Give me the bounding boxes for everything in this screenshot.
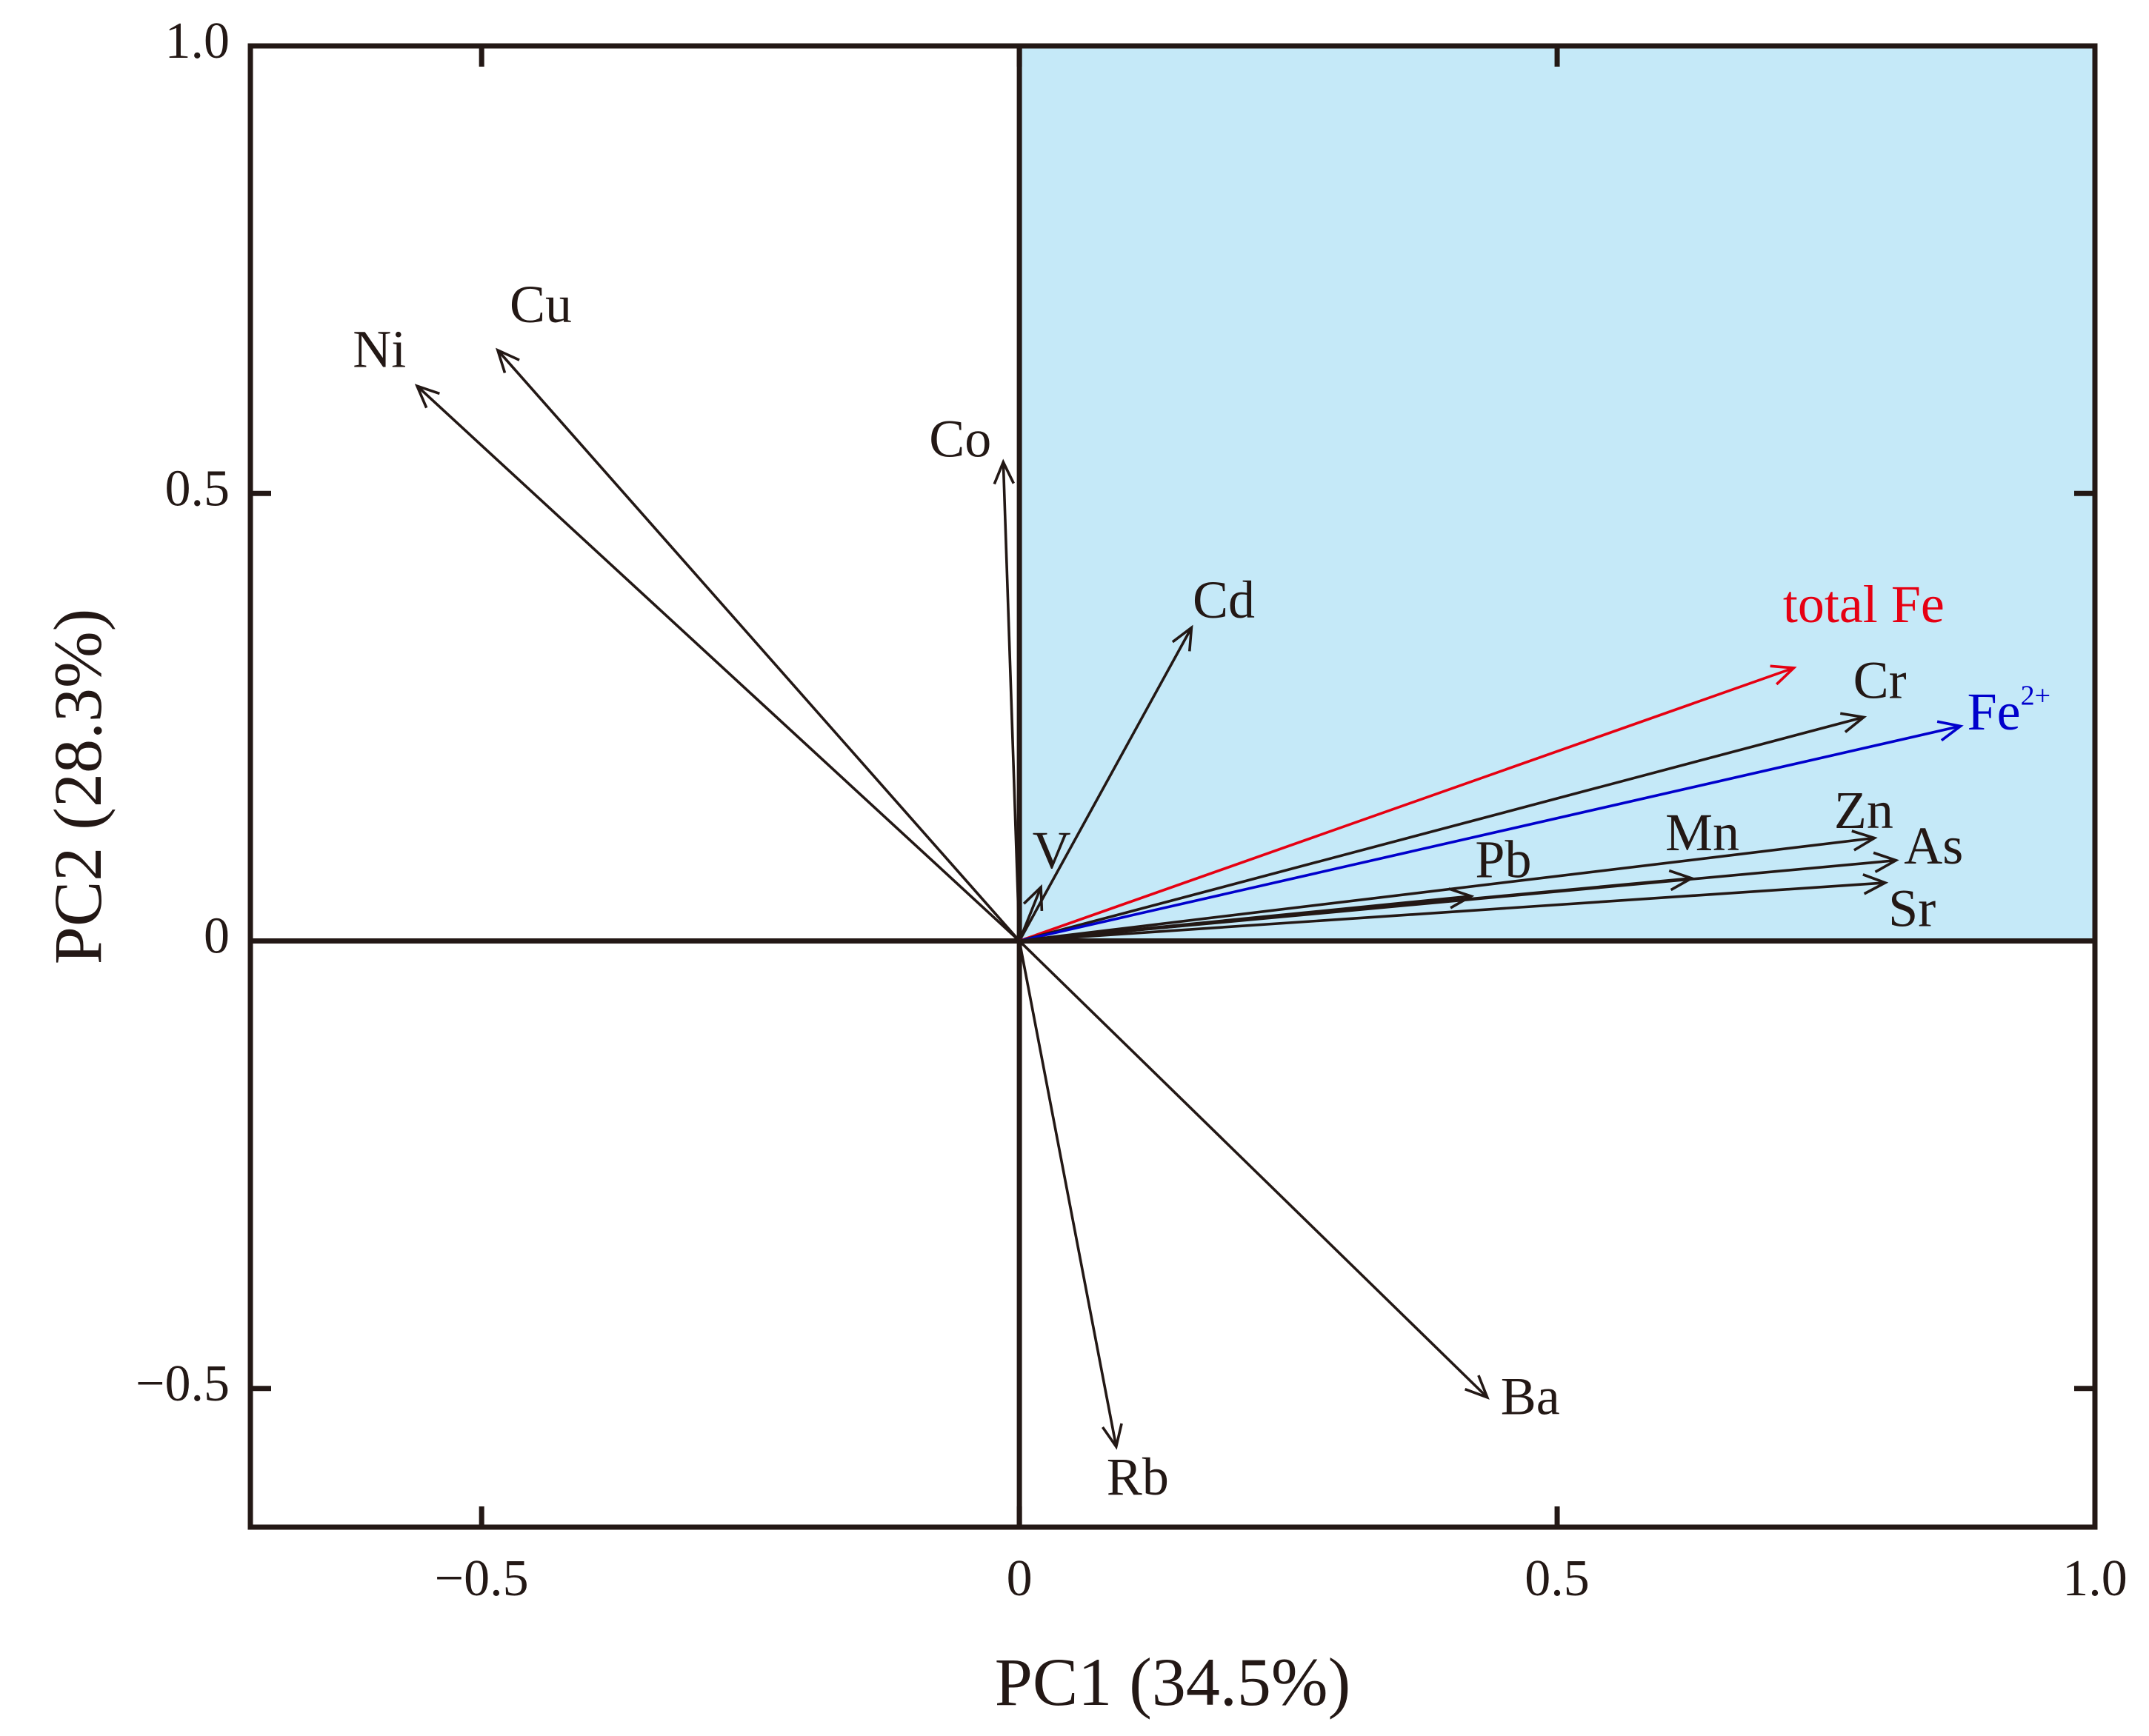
vector-arrowhead (1770, 664, 1797, 686)
x-tick-label: −0.5 (435, 1550, 529, 1607)
axis-ticks: −0.5 0 0.5 1.0 1.0 0.5 0 −0.5 (136, 13, 2128, 1607)
vector-label: Ni (353, 319, 406, 378)
zero-lines (250, 46, 2095, 1527)
plot-border (247, 43, 2098, 1530)
vector-arrowhead (1447, 887, 1475, 909)
vector-label: Cu (510, 275, 572, 334)
vector-arrowhead (1101, 1423, 1123, 1450)
x-tick-label: 1.0 (2062, 1550, 2128, 1607)
vector-pb: Pb (1019, 829, 1531, 943)
vector-cd: Cd (1018, 570, 1255, 942)
y-tick-label: 0 (204, 908, 230, 965)
vector-line (1019, 667, 1795, 943)
vector-line (1002, 461, 1021, 941)
vector-arrowhead (1839, 712, 1868, 733)
vector-line (1018, 627, 1193, 942)
vector-arrowhead (1465, 1375, 1490, 1400)
vector-cr: Cr (1019, 651, 1907, 943)
highlight-quadrant (1019, 46, 2095, 941)
vector-label: Sr (1888, 879, 1936, 938)
vector-sr: Sr (1019, 873, 1936, 943)
vector-arrowhead (1851, 829, 1878, 852)
plot-background (250, 46, 2095, 1527)
x-tick-label: 0.5 (1525, 1550, 1590, 1607)
vector-cu: Cu (496, 275, 1021, 942)
vector-label: Zn (1834, 781, 1893, 840)
vector-zn: Zn (1019, 781, 1893, 943)
y-tick-label: 0.5 (165, 460, 230, 517)
vector-ba: Ba (1018, 940, 1560, 1426)
vector-arrowhead (414, 384, 440, 409)
vector-label: As (1904, 816, 1963, 875)
vector-arrowhead (496, 347, 520, 373)
vector-ni: Ni (353, 319, 1021, 942)
vector-total-fe: total Fe (1019, 575, 1945, 943)
vector-arrowhead (1936, 720, 1964, 742)
vector-label: Ba (1501, 1366, 1560, 1426)
vector-label: Pb (1475, 829, 1531, 889)
x-axis-label: PC1 (34.5%) (995, 1644, 1350, 1720)
x-tick-label: 0 (1007, 1550, 1033, 1607)
vector-rb: Rb (1018, 941, 1169, 1506)
vector-line (1019, 724, 1961, 943)
vector-label: V (1033, 821, 1071, 880)
vector-line (1018, 887, 1042, 942)
vector-arrowhead (993, 458, 1015, 485)
vector-v: V (1018, 821, 1071, 942)
vector-label-superscript: 2+ (2021, 680, 2050, 711)
vector-line (1018, 941, 1118, 1447)
vector-arrowhead (1862, 873, 1889, 895)
vector-arrowhead (1171, 624, 1193, 652)
vector-line (1019, 836, 1875, 943)
vector-label: Co (929, 409, 991, 468)
vector-label: Cd (1193, 570, 1255, 630)
vector-label: Cr (1853, 651, 1907, 710)
vector-line (1018, 940, 1488, 1399)
vector-line (1019, 895, 1472, 943)
vector-arrowhead (1022, 884, 1044, 911)
plot-frame (247, 43, 2098, 1530)
vector-line (416, 384, 1021, 942)
vector-line (1019, 715, 1865, 943)
y-axis-label: PC2 (28.3%) (40, 609, 116, 964)
vector-co: Co (929, 409, 1021, 941)
vector-line (1019, 881, 1886, 943)
y-tick-label: 1.0 (165, 13, 230, 70)
vector-arrowhead (1873, 851, 1899, 873)
vector-line (496, 349, 1021, 942)
y-tick-label: −0.5 (136, 1355, 230, 1412)
vector-label: total Fe (1783, 575, 1945, 634)
vector-label: Rb (1107, 1447, 1169, 1506)
vector-label: Mn (1665, 803, 1739, 862)
